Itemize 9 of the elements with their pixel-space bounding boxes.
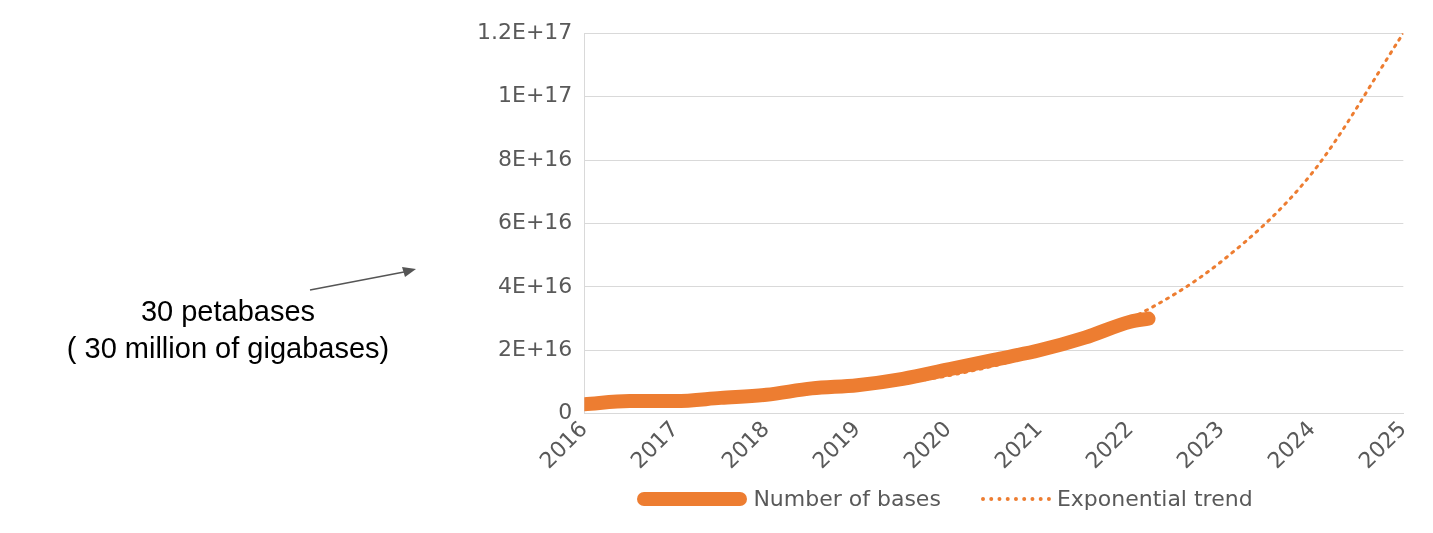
- y-tick-label: 4E+16: [497, 272, 573, 298]
- legend-label: Number of bases: [753, 486, 941, 511]
- legend-label: Exponential trend: [1056, 486, 1253, 511]
- y-tick-label: 2E+16: [497, 336, 573, 362]
- text: 30 petabases ( 30 million of gigabases): [65, 294, 391, 366]
- y-tick-label: 1.2E+17: [476, 18, 573, 44]
- y-tick-label: 8E+16: [497, 145, 573, 171]
- y-tick-label: 1E+17: [497, 82, 573, 108]
- y-tick-label: 6E+16: [497, 209, 573, 235]
